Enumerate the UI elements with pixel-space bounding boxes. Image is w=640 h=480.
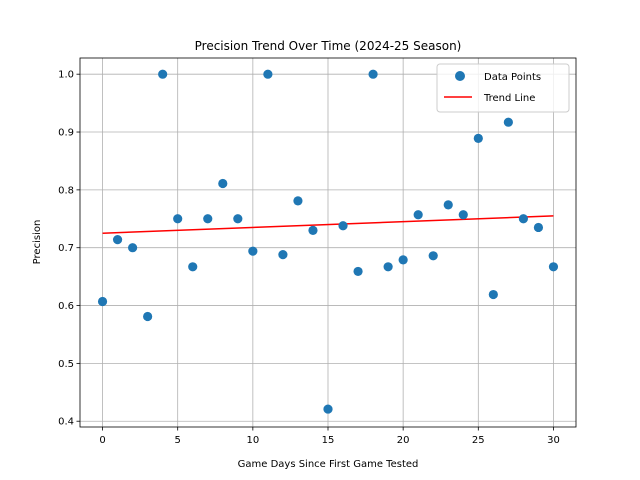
x-axis-label: Game Days Since First Game Tested xyxy=(238,459,419,470)
legend-label-data-points: Data Points xyxy=(484,72,541,83)
data-point xyxy=(458,210,468,220)
y-tick-label: 0.8 xyxy=(58,185,74,196)
x-tick-label: 30 xyxy=(547,435,560,446)
data-point xyxy=(278,250,288,260)
data-point xyxy=(398,255,408,265)
data-point xyxy=(248,246,258,256)
x-axis-ticks: 0 5 10 15 20 25 30 xyxy=(99,427,560,446)
x-tick-label: 15 xyxy=(322,435,335,446)
data-point xyxy=(293,196,303,206)
y-tick-label: 0.6 xyxy=(58,301,74,312)
y-tick-label: 1.0 xyxy=(58,70,74,81)
data-point xyxy=(218,178,228,189)
data-point xyxy=(533,222,544,233)
data-point xyxy=(158,69,168,79)
data-point xyxy=(203,214,213,224)
data-point xyxy=(518,214,528,224)
legend-marker-data-points xyxy=(455,71,465,81)
grid xyxy=(80,58,576,427)
data-point xyxy=(428,251,438,261)
data-point xyxy=(338,221,348,231)
trend-line xyxy=(102,215,554,234)
x-tick-label: 20 xyxy=(397,435,410,446)
data-point xyxy=(143,311,153,322)
data-point xyxy=(413,210,423,220)
data-point xyxy=(112,235,123,245)
data-point xyxy=(97,296,108,307)
data-point xyxy=(323,404,333,414)
data-point xyxy=(353,266,363,277)
data-points-layer xyxy=(97,69,559,414)
trend-line-layer xyxy=(102,215,554,234)
data-point xyxy=(473,133,483,143)
data-point xyxy=(173,214,183,224)
data-point xyxy=(308,225,318,235)
chart-title: Precision Trend Over Time (2024-25 Seaso… xyxy=(195,39,462,53)
data-point xyxy=(503,117,513,127)
x-tick-label: 5 xyxy=(175,435,181,446)
data-point xyxy=(548,262,559,272)
y-axis-ticks: 0.4 0.5 0.6 0.7 0.8 0.9 1.0 xyxy=(58,70,80,428)
data-point xyxy=(128,243,138,253)
data-point xyxy=(263,69,273,79)
y-tick-label: 0.9 xyxy=(58,128,74,139)
y-tick-label: 0.5 xyxy=(58,359,74,370)
y-axis-label: Precision xyxy=(32,220,43,265)
legend-label-trend-line: Trend Line xyxy=(483,93,535,104)
data-point xyxy=(368,69,378,79)
x-tick-label: 25 xyxy=(472,435,485,446)
y-tick-label: 0.7 xyxy=(58,243,74,254)
legend-box xyxy=(436,63,570,113)
data-point xyxy=(383,262,393,272)
data-point xyxy=(233,214,243,224)
data-point xyxy=(443,200,453,210)
y-tick-label: 0.4 xyxy=(58,417,74,428)
legend: Data Points Trend Line xyxy=(436,63,570,113)
data-point xyxy=(188,262,198,272)
x-tick-label: 10 xyxy=(246,435,259,446)
x-tick-label: 0 xyxy=(99,435,105,446)
data-point xyxy=(488,289,498,300)
